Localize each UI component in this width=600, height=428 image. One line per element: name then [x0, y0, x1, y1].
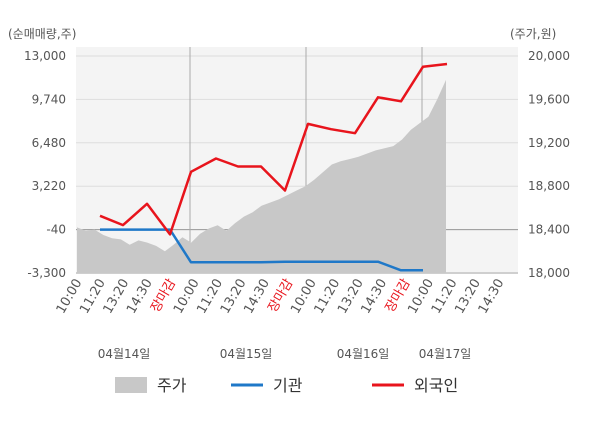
right-axis: 20,000 19,600 19,200 18,800 18,400 18,000: [528, 49, 570, 280]
right-tick-label: 18,400: [528, 223, 570, 237]
left-axis-label: (순매매량,주): [8, 27, 76, 41]
series-line-기관: [100, 228, 423, 272]
right-tick-label: 18,800: [528, 179, 570, 193]
right-tick-label: 19,600: [528, 92, 570, 106]
legend-label: 외국인: [414, 376, 458, 395]
legend: 주가 기관 외국인: [115, 376, 458, 395]
left-tick-label: 3,220: [32, 179, 66, 193]
right-tick-label: 20,000: [528, 49, 570, 63]
date-label: 04월15일: [220, 347, 273, 361]
legend-label: 기관: [273, 376, 303, 395]
left-tick-label: 13,000: [24, 49, 66, 63]
series-line-외국인: [99, 62, 448, 236]
series-lines: [99, 62, 448, 272]
left-tick-label: 9,740: [32, 92, 66, 106]
right-tick-label: 18,000: [528, 266, 570, 280]
price-area-path: [77, 79, 446, 274]
price-area: [77, 79, 446, 274]
legend-label: 주가: [157, 376, 187, 395]
left-axis: 13,000 9,740 6,480 3,220 -40 -3,300: [24, 49, 66, 280]
date-label: 04월14일: [98, 347, 151, 361]
right-tick-label: 19,200: [528, 136, 570, 150]
date-label: 04월17일: [419, 347, 472, 361]
date-label: 04월16일: [337, 347, 390, 361]
left-tick-label: -40: [46, 223, 66, 237]
legend-swatch: [115, 377, 147, 393]
x-axis: 10:0011:2013:2014:30장마감10:0011:2013:2014…: [54, 276, 508, 316]
date-labels: 04월14일 04월15일 04월16일 04월17일: [98, 347, 472, 361]
left-tick-label: 6,480: [32, 136, 66, 150]
left-tick-label: -3,300: [27, 266, 66, 280]
right-axis-label: (주가,원): [510, 27, 556, 41]
